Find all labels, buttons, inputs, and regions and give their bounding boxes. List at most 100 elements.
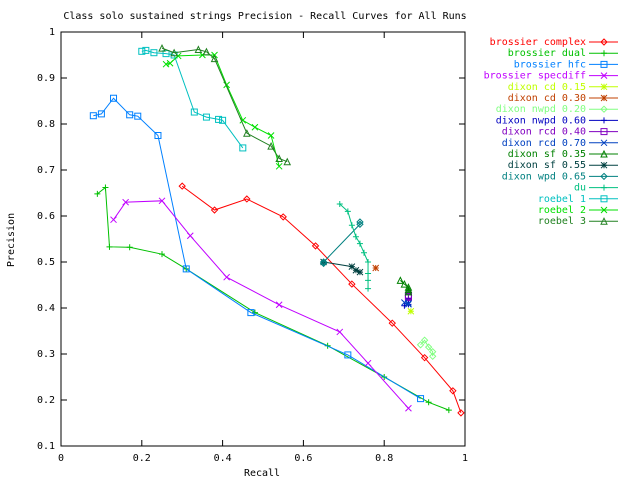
data-point [365,285,372,292]
data-point [372,264,380,272]
legend-label: dixon nwpd 0.20 [496,104,586,115]
legend-item: dixon rcd 0.70 [502,138,618,149]
legend-item: dixon cd 0.30 [508,93,618,104]
data-point [110,94,118,102]
data-point [102,184,109,191]
legend-marker [600,94,608,102]
data-point [215,115,223,123]
data-point [182,265,190,273]
data-point [162,60,170,68]
legend-marker [600,60,608,68]
legend-label: roebel 1 [538,194,586,205]
data-point [251,123,259,131]
legend-item: brossier hfc [514,59,618,70]
legend-marker [600,195,608,203]
legend-label: roebel 3 [538,216,586,227]
data-point [445,407,452,414]
series-line [181,185,462,414]
plot-area [60,31,466,447]
x-tick-label: 1 [462,453,468,464]
series-line [113,200,409,409]
data-point [416,341,425,349]
legend-marker [600,172,608,181]
series-brossier-specdiff [110,197,412,412]
y-tick-label: 0.6 [37,211,55,222]
legend-label: brossier specdiff [484,71,586,82]
data-point [186,232,194,240]
y-axis-label: Precision [6,213,17,267]
series-dixon-nwpd-0-20 [416,336,437,361]
data-point [190,108,198,116]
data-point [388,319,396,327]
data-point [275,154,283,162]
data-point [97,110,105,118]
series-roebel-2 [162,51,283,170]
data-point [162,50,170,58]
series-line [141,49,244,149]
data-point [352,233,359,240]
data-point [348,222,355,229]
x-tick-label: 0 [58,453,64,464]
data-point [344,351,352,359]
x-axis: 0 0.2 0.4 0.6 0.8 1 [58,32,468,464]
series-du [336,201,372,292]
series-line [97,186,450,411]
y-tick-label: 0.8 [37,119,55,130]
legend-label: dixon rcd 0.70 [502,138,586,149]
legend-item: du [574,183,618,194]
data-point [275,301,283,309]
data-point [106,243,113,250]
data-point [223,273,230,281]
legend-item: brossier specdiff [484,71,618,82]
legend-item: dixon wpd 0.65 [502,171,618,182]
data-point [311,242,320,250]
data-point [356,268,364,276]
data-point [365,259,372,265]
data-point [279,213,287,221]
data-point [364,359,372,367]
data-point [404,287,413,296]
data-point [428,352,437,361]
data-point [348,280,356,288]
data-point [94,190,101,197]
data-point [202,113,210,121]
data-point [89,112,97,120]
data-point [219,116,227,124]
legend-label: dixon cd 0.15 [508,82,586,93]
y-tick-label: 0.5 [37,257,55,268]
series-dixon-cd-0-15 [407,307,415,315]
data-point [154,132,162,139]
data-point [336,201,343,208]
data-point [404,283,413,291]
data-point [275,162,283,170]
series-line [339,203,369,289]
x-tick-label: 0.8 [375,453,393,464]
legend-marker [600,38,608,46]
legend-marker [600,128,608,136]
legend-item: roebel 2 [538,205,618,216]
legend-label: brossier dual [508,48,586,59]
data-point [420,336,429,344]
data-point [449,387,457,395]
series-brossier-complex [178,182,465,417]
data-point [210,54,219,63]
data-point [126,111,134,119]
data-point [138,47,146,55]
legend-marker [600,105,608,113]
series-layer [89,43,465,417]
data-point [405,300,412,307]
legend-item: dixon nwpd 0.20 [496,104,618,115]
x-tick-label: 0.6 [294,453,312,464]
data-point [283,157,292,166]
y-tick-label: 0.1 [37,441,55,452]
legend-label: dixon sf 0.55 [508,160,586,171]
x-tick-label: 0.4 [214,453,232,464]
y-tick-label: 0.4 [37,303,55,314]
data-point [134,112,142,120]
x-axis-label: Recall [244,468,280,479]
data-point [142,46,150,54]
data-point [404,285,413,294]
legend-marker [600,206,608,214]
